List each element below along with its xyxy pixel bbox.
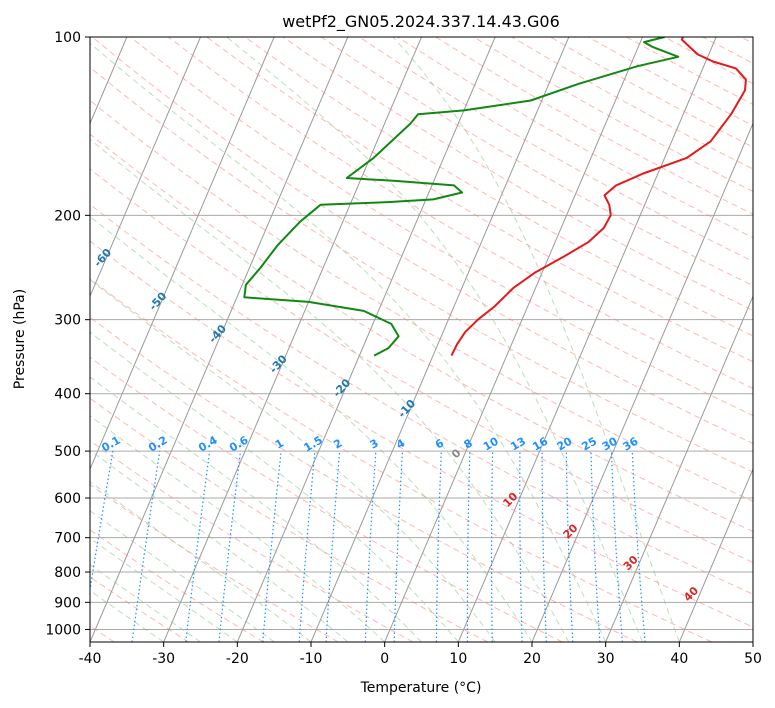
- dry-adiabat-line: [90, 529, 264, 642]
- moist-adiabat-line: [392, 37, 680, 642]
- moist-adiabat-line: [90, 138, 570, 642]
- plot-frame: [89, 36, 754, 643]
- dry-adiabat-line: [90, 133, 753, 533]
- moist-adiabat-line: [90, 42, 607, 642]
- x-tick-label: -20: [226, 651, 249, 667]
- y-tick-label: 400: [54, 387, 81, 403]
- mixing-ratio-line: [218, 451, 242, 642]
- dry-adiabat-line: [90, 168, 753, 563]
- x-tick-label: 50: [744, 651, 762, 667]
- isotherm-line: [605, 295, 753, 642]
- background-lines: [90, 37, 753, 642]
- axes: -40 -30 -20 -10 0 10 20 30 40 50 1000 900 800 700 600 5…: [45, 30, 762, 667]
- mixing-ratio-line: [298, 451, 316, 642]
- isotherm-line: [236, 37, 496, 642]
- y-axis-label: Pressure (hPa): [12, 289, 28, 389]
- mixing-ratio-line: [631, 451, 646, 642]
- dry-adiabat-line: [90, 203, 753, 595]
- y-tick-label: 1000: [45, 622, 81, 638]
- dewpoint-profile-line: [243, 37, 680, 357]
- moist-adiabat-line: [90, 415, 386, 642]
- dry-adiabat-line: [90, 483, 339, 642]
- isotherm-line: [90, 37, 275, 471]
- temperature-profile-line: [450, 37, 747, 357]
- x-tick-label: -10: [300, 651, 323, 667]
- x-tick-label: 30: [597, 651, 615, 667]
- isotherm-line: [752, 640, 753, 642]
- mixing-ratio-line: [262, 451, 282, 642]
- y-tick-label: 300: [54, 313, 81, 329]
- x-tick-label: 0: [380, 651, 389, 667]
- y-tick-label: 800: [54, 565, 81, 581]
- x-axis-label: Temperature (°C): [360, 680, 482, 696]
- profile-series: [243, 37, 747, 357]
- mixing-ratio-line: [131, 451, 161, 642]
- moist-adiabat-line: [90, 449, 349, 642]
- x-tick-label: -30: [152, 651, 175, 667]
- x-tick-label: 20: [523, 651, 541, 667]
- dry-adiabat-line: [168, 37, 753, 389]
- dry-adiabat-line: [130, 37, 753, 417]
- isotherm-line: [531, 122, 753, 642]
- y-tick-label: 100: [54, 30, 81, 46]
- mixing-ratio-line: [185, 451, 211, 642]
- chart-title: wetPf2_GN05.2024.337.14.43.G06: [282, 12, 560, 32]
- dry-adiabat-line: [282, 37, 753, 312]
- moist-adiabat-line: [90, 376, 422, 642]
- dry-adiabat-line: [90, 316, 638, 642]
- moist-adiabat-line: [226, 37, 643, 642]
- dry-adiabat-line: [90, 278, 712, 642]
- isotherm-label: -80: [0, 127, 18, 151]
- y-tick-label: 200: [54, 208, 81, 224]
- x-tick-label: 10: [449, 651, 467, 667]
- dry-adiabat-line: [244, 37, 753, 337]
- isotherm-line: [90, 37, 201, 298]
- isotherm-line: [678, 467, 753, 642]
- moist-adiabat-line: [90, 481, 312, 642]
- dry-adiabat-line: [90, 99, 753, 502]
- moist-adiabat-line: [90, 589, 164, 642]
- x-tick-label: -40: [79, 651, 102, 667]
- moist-adiabat-line: [90, 331, 459, 642]
- y-tick-label: 700: [54, 531, 81, 547]
- y-tick-label: 600: [54, 491, 81, 507]
- isotherm-line: [384, 37, 643, 642]
- dry-adiabat-line: [90, 356, 563, 642]
- dry-adiabat-line: [90, 240, 753, 628]
- plot-area: [90, 37, 753, 642]
- mixing-ratio-line: [90, 450, 114, 594]
- y-tick-label: 900: [54, 595, 81, 611]
- isotherm-line: [457, 37, 717, 642]
- dry-adiabat-line: [91, 37, 753, 445]
- y-tick-label: 500: [54, 444, 81, 460]
- moist-adiabat-line: [90, 215, 533, 642]
- x-tick-label: 40: [670, 651, 688, 667]
- moist-adiabat-line: [90, 279, 496, 642]
- isotherm-line: [163, 37, 422, 642]
